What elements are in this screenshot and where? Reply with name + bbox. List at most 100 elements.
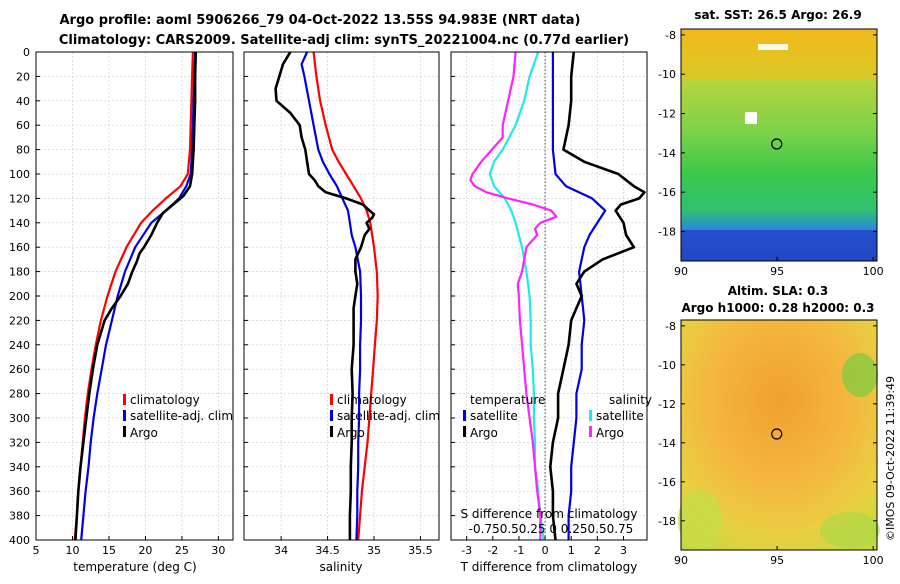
legend-swatch-argo [330, 426, 333, 437]
legend-argo: Argo [337, 426, 365, 440]
sla-low-patch [678, 490, 722, 550]
watermark: ©IMOS 09-Oct-2022 11:39:49 [884, 376, 897, 541]
legend-satellite: satellite-adj. clim [130, 409, 233, 423]
legend-swatch-satellite [330, 410, 333, 421]
legend-swatch-argo [123, 426, 126, 437]
ytick-label: 80 [16, 144, 30, 157]
map-ytick-label: -16 [658, 476, 676, 489]
plot-frame [35, 51, 234, 541]
xtick-label: 30 [211, 544, 225, 557]
ytick-label: 400 [9, 534, 30, 547]
temperature-panel: 0 20 40 60 80 100 120 140 160 180 200 220 240 260 280 3… [9, 46, 234, 557]
difference-legend-salinity: salinity satellite Argo [589, 393, 652, 440]
xtick-label: -1 [513, 544, 524, 557]
map-ytick-label: -8 [665, 320, 676, 333]
legend-swatch-satellite [123, 410, 126, 421]
sla-low-patch [820, 512, 880, 548]
xtick-label: -2 [487, 544, 498, 557]
ytick-label: 160 [9, 241, 30, 254]
legend-climatology: climatology [130, 393, 200, 407]
difference-legend-temperature: temperature satellite Argo [463, 393, 545, 440]
difference-xlabel: T difference from climatology [460, 560, 638, 574]
ytick-label: 260 [9, 363, 30, 376]
ytick-label: 0 [23, 46, 30, 59]
map-ytick-label: -12 [658, 398, 676, 411]
sst-map-title: sat. SST: 26.5 Argo: 26.9 [694, 8, 861, 22]
xtick-label: 3 [620, 544, 627, 557]
series-line-argo [274, 52, 376, 540]
legend-t-argo: Argo [470, 426, 498, 440]
xtick-label: 34.5 [315, 544, 340, 557]
xtick-label: 0 [542, 544, 549, 557]
ytick-label: 300 [9, 412, 30, 425]
xtick-label: -3 [461, 544, 472, 557]
xtick-label: 35 [367, 544, 381, 557]
sst-cloud-gap [758, 44, 788, 50]
sst-cloud-gap [745, 112, 757, 124]
salinity-xlabel: salinity [319, 560, 362, 574]
xtick-label: 25 [175, 544, 189, 557]
series-line-argo [74, 52, 198, 540]
map-ytick-label: -14 [658, 437, 676, 450]
s-diff-axis-label: S difference from climatology [461, 507, 638, 521]
legend-swatch-t-argo [463, 426, 466, 437]
map-xtick-label: 90 [674, 554, 688, 567]
argo-float-marker [771, 428, 783, 440]
series-line-satellite-adj-clim [300, 52, 363, 540]
series-line-s-satellite [488, 52, 545, 540]
legend-title-salinity: salinity [609, 393, 652, 407]
series-group [73, 52, 198, 540]
ytick-label: 380 [9, 510, 30, 523]
xtick-label: 10 [65, 544, 79, 557]
map-xtick-label: 90 [674, 265, 688, 278]
sla-map: -8 -10 -12 -14 -16 -18 90 95 100 [658, 319, 884, 567]
xtick-label: 2 [594, 544, 601, 557]
legend-swatch-s-satellite [589, 410, 592, 421]
series-line-t-satellite [551, 52, 607, 540]
legend-t-satellite: satellite [470, 409, 518, 423]
map-xtick-label: 95 [770, 265, 784, 278]
map-xtick-label: 100 [863, 265, 884, 278]
map-ytick-label: -10 [658, 359, 676, 372]
map-frame [680, 28, 878, 262]
sst-map: -8 -10 -12 -14 -16 -18 90 95 100 [658, 28, 884, 278]
legend-swatch-s-argo [589, 426, 592, 437]
xtick-label: 15 [102, 544, 116, 557]
map-ytick-label: -18 [658, 515, 676, 528]
salinity-panel: 34 34.5 35 35.5 [243, 51, 440, 557]
series-line-t-argo [548, 52, 646, 540]
temperature-xlabel: temperature (deg C) [73, 560, 196, 574]
xtick-label: 34 [274, 544, 288, 557]
xtick-label: 5 [33, 544, 40, 557]
ytick-label: 220 [9, 314, 30, 327]
series-line-s-argo [469, 52, 558, 540]
ytick-label: 280 [9, 388, 30, 401]
series-group [274, 52, 379, 540]
series-group [469, 52, 646, 540]
xtick-label: 1 [568, 544, 575, 557]
legend-climatology: climatology [337, 393, 407, 407]
legend-swatch-t-satellite [463, 410, 466, 421]
series-line-satellite-adj-clim [80, 52, 197, 540]
ytick-label: 200 [9, 290, 30, 303]
legend-satellite: satellite-adj. clim [337, 409, 440, 423]
sst-cold-band [681, 230, 877, 261]
sla-map-title1: Altim. SLA: 0.3 [728, 284, 829, 298]
legend-title-temperature: temperature [470, 393, 545, 407]
argo-float-marker [771, 138, 783, 150]
map-ytick-label: -10 [658, 68, 676, 81]
ytick-label: 140 [9, 217, 30, 230]
s-diff-axis-ticks: -0.750.50.25 0 0.250.50.75 [469, 522, 634, 536]
salinity-legend: climatology satellite-adj. clim Argo [330, 393, 440, 440]
temperature-legend: climatology satellite-adj. clim Argo [123, 393, 233, 440]
plot-frame [450, 51, 648, 541]
sst-warm-patch [681, 29, 877, 79]
ytick-label: 100 [9, 168, 30, 181]
legend-argo: Argo [130, 426, 158, 440]
legend-s-argo: Argo [596, 426, 624, 440]
map-ytick-label: -8 [665, 29, 676, 42]
ytick-label: 180 [9, 266, 30, 279]
sla-low-patch [842, 353, 878, 397]
xtick-label: 35.5 [408, 544, 433, 557]
